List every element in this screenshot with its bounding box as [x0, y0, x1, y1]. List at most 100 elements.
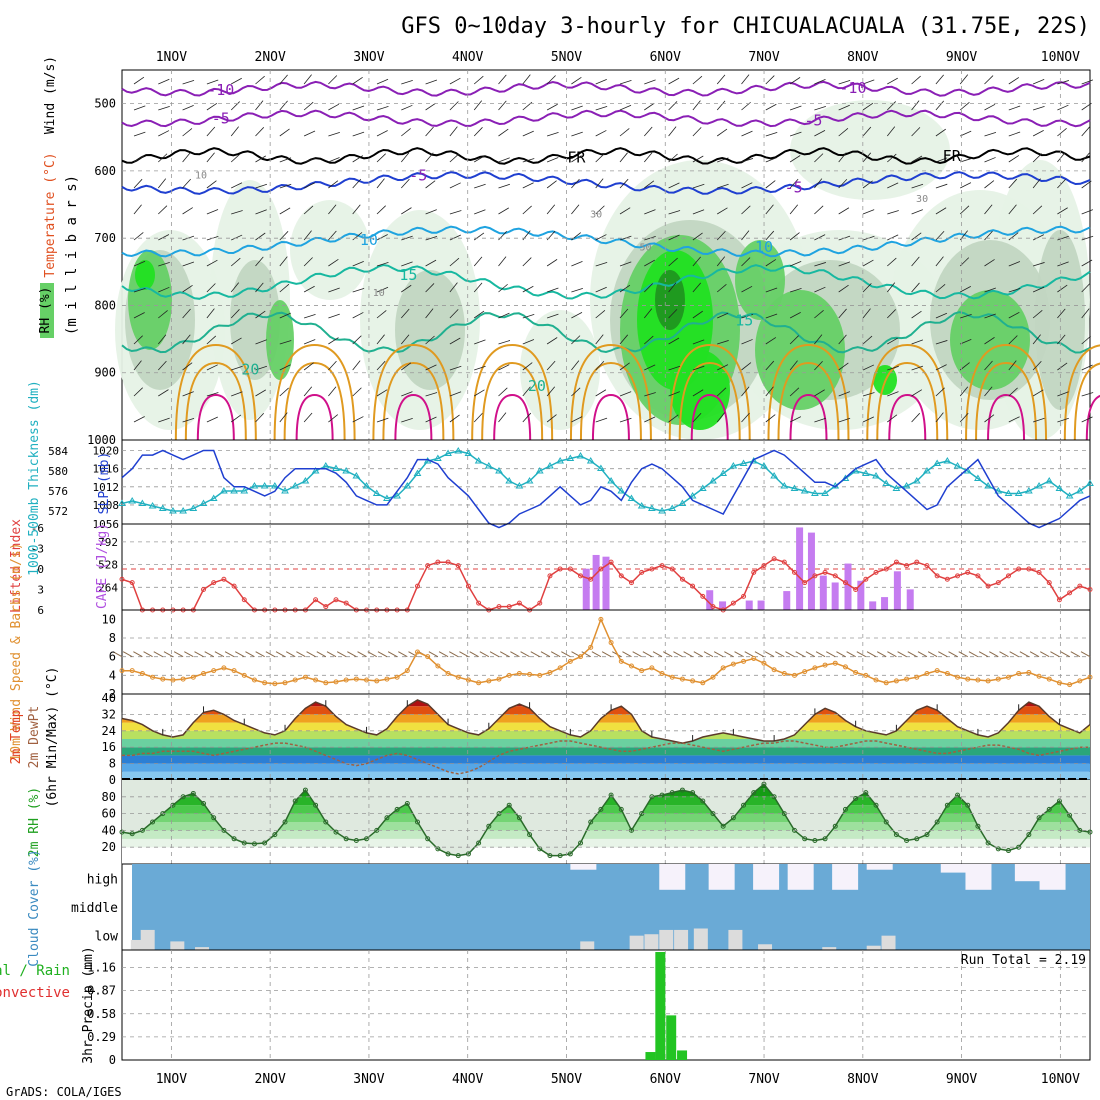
data-point: [476, 680, 482, 686]
wind-barb: [296, 651, 306, 658]
wind-barb: [978, 651, 989, 658]
data-point: [944, 670, 950, 676]
temp-contour-warm-lobe: [372, 343, 455, 441]
wind-barb: [581, 651, 591, 658]
wind-barb: [571, 204, 580, 215]
wind-barb: [838, 308, 847, 319]
wind-barb: [668, 126, 677, 137]
wind-barb: [376, 389, 388, 397]
precip-tick-label: 0.29: [87, 1030, 116, 1044]
wind-barb: [911, 282, 920, 293]
cloud-background: [132, 864, 1090, 950]
wind-barb: [401, 261, 413, 267]
data-point: [617, 487, 626, 494]
data-point: [914, 836, 920, 842]
wind-barb: [619, 284, 631, 293]
data-point: [496, 604, 502, 610]
panel-frame: [121, 949, 1091, 1061]
data-point: [984, 482, 992, 489]
wind-barb: [1008, 287, 1021, 293]
wind-barb: [279, 312, 291, 319]
data-point: [690, 790, 696, 796]
wind-barb: [328, 414, 339, 423]
data-point: [955, 674, 961, 680]
data-point: [1026, 832, 1032, 838]
data-point: [924, 832, 930, 838]
wind-barb: [303, 386, 313, 397]
data-point: [578, 654, 584, 660]
wind-barb: [668, 101, 678, 111]
wind-barb: [1057, 308, 1066, 319]
wind-barb: [789, 232, 800, 241]
data-point: [853, 587, 859, 592]
wind-barb: [438, 651, 449, 658]
data-point: [383, 494, 391, 501]
data-point: [781, 670, 787, 676]
wind-barb: [376, 178, 385, 189]
data-point: [333, 597, 339, 603]
wind-barb: [765, 287, 778, 293]
high-cloud-block: [787, 864, 814, 890]
wind-barb: [400, 308, 410, 319]
wind-barb: [644, 102, 655, 111]
low-cloud-block: [866, 945, 881, 950]
data-point: [557, 566, 563, 572]
wind-barb: [716, 207, 728, 215]
wind-barb: [352, 204, 361, 215]
data-point: [842, 664, 848, 670]
wind-barb: [230, 337, 242, 345]
wind-barb: [959, 386, 969, 397]
data-point: [150, 819, 156, 825]
li-tick-label: 0: [37, 563, 44, 576]
wind-barb: [303, 74, 312, 85]
wind-barb: [157, 178, 167, 189]
wind-barb: [473, 310, 485, 319]
rh-tick-label: 40: [102, 823, 116, 837]
wind-barb: [1081, 79, 1094, 85]
data-point: [751, 790, 757, 796]
data-point: [566, 454, 575, 461]
wind-barb: [717, 157, 729, 163]
data-point: [760, 462, 768, 469]
wind-barb: [401, 207, 412, 215]
wind-barb: [425, 180, 436, 189]
temp-contour-warm-lobe: [975, 361, 1038, 441]
wind-barb: [935, 100, 945, 111]
wind-barb: [522, 182, 534, 189]
wind-barb: [815, 651, 826, 658]
wind-barb: [194, 651, 204, 658]
wind-barb: [1057, 207, 1068, 215]
wind-barb: [960, 314, 972, 319]
data-point: [1026, 670, 1032, 676]
wind-barb: [754, 651, 765, 658]
data-point: [781, 559, 787, 565]
data-point: [313, 802, 319, 808]
data-point: [262, 680, 268, 686]
data-point: [628, 663, 634, 669]
wind-barb: [498, 364, 510, 371]
data-point: [792, 569, 798, 575]
wind-barb: [692, 75, 703, 85]
wind-barb: [789, 335, 799, 345]
data-point: [292, 798, 298, 804]
data-point: [374, 678, 380, 684]
wind-barb: [498, 183, 511, 189]
wind-barb: [1081, 259, 1093, 267]
wind-barb: [1032, 389, 1044, 397]
cape-bar: [844, 563, 852, 610]
wind-barb: [255, 75, 265, 85]
wind-barb: [984, 132, 997, 137]
data-point: [170, 802, 176, 808]
wind-barb: [182, 308, 191, 319]
data-point: [688, 492, 697, 499]
wind-barb: [473, 155, 485, 163]
wind-barb: [376, 262, 389, 267]
wind-barb: [692, 232, 703, 241]
data-point: [751, 656, 757, 662]
wind-barb: [789, 105, 802, 111]
data-point: [342, 467, 351, 474]
wind-barb: [303, 182, 316, 189]
wind-barb: [425, 126, 434, 137]
wind-barb: [724, 651, 734, 658]
temp-contour-label: 15: [735, 311, 753, 329]
